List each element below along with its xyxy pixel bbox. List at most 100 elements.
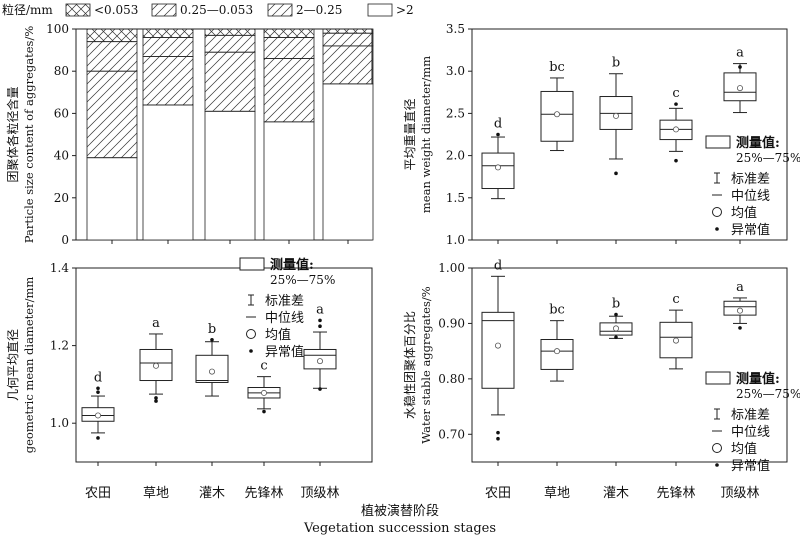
gmd-box-group: a: [303, 302, 337, 391]
wsa-plot-frame: [471, 267, 788, 463]
mwd-box-group: a: [723, 46, 757, 114]
legend-box-range: 25%—75%: [270, 273, 335, 287]
gmd-mean-marker: [260, 389, 267, 396]
wsa-mean-marker: [613, 325, 620, 332]
stack-legend: 粒径/mm <0.053 0.25—0.053 2—0.25 >2: [2, 2, 414, 17]
figure-x-label-cn: 植被演替阶段: [361, 503, 439, 519]
stack-legend-swatch: [267, 3, 293, 17]
stack-y-tick-label: 0: [61, 233, 69, 247]
gmd-outlier: [154, 399, 158, 403]
wsa-box: [481, 311, 515, 389]
wsa-significance-letter: bc: [549, 303, 565, 318]
stack-segment: [142, 56, 194, 106]
stack-legend-swatch: [65, 3, 91, 17]
legend-median-label: 中位线: [731, 425, 770, 440]
mwd-y-tick-label: 2.0: [446, 149, 465, 163]
gmd-outlier: [96, 390, 100, 394]
gmd-y-label-cn: 几何平均直径: [6, 329, 20, 401]
wsa-y-tick-label: 0.80: [438, 372, 465, 386]
wsa-mean-marker: [737, 307, 744, 314]
wsa-box-group: c: [659, 292, 693, 370]
gmd-significance-letter: b: [208, 322, 216, 337]
gmd-significance-letter: a: [152, 316, 160, 331]
legend-mean-label: 均值: [731, 205, 757, 221]
wsa-y-tick-label: 0.90: [438, 316, 465, 330]
gmd-y-tick-label: 1.2: [50, 339, 69, 353]
wsa-x-tick-label: 顶级林: [720, 486, 759, 501]
mwd-mean-marker: [494, 164, 501, 171]
mwd-y-tick-label: 2.5: [446, 106, 465, 120]
mwd-y-tick-label: 1.0: [446, 233, 465, 247]
legend-mean-label: 均值: [731, 441, 757, 457]
stack-segment: [86, 28, 138, 43]
gmd-box-group: a: [139, 316, 173, 403]
mwd-box-group: bc: [540, 60, 574, 152]
legend-outlier-swatch: [715, 463, 719, 467]
wsa-mean-marker: [673, 337, 680, 344]
mwd-box-group: d: [481, 117, 515, 200]
wsa-mean-marker: [494, 342, 501, 349]
legend-mean-label: 均值: [265, 327, 291, 343]
gmd-outlier: [318, 324, 322, 329]
legend-outlier-label: 异常值: [731, 222, 770, 238]
mwd-box-group: b: [599, 56, 633, 176]
gmd-outlier: [96, 436, 100, 440]
mwd-outlier: [738, 65, 742, 69]
gmd-significance-letter: a: [316, 302, 324, 317]
mwd-significance-letter: c: [672, 86, 679, 101]
wsa-y-tick-label: 0.70: [438, 427, 465, 441]
stack-segment: [204, 51, 256, 112]
mwd-y-label-en: mean weight diameter/mm: [419, 56, 433, 213]
gmd-mean-marker: [95, 412, 102, 419]
legend-sd-label: 标准差: [731, 408, 770, 423]
mwd-outlier: [614, 171, 618, 176]
gmd-box-group: b: [195, 322, 229, 397]
legend-box-swatch: [705, 371, 731, 385]
stack-legend-label: >2: [396, 3, 414, 17]
mwd-y-tick-label: 3.0: [446, 64, 465, 78]
figure-x-label: 植被演替阶段 Vegetation succession stages: [303, 503, 496, 536]
mwd-y-label-cn: 平均重量直径: [403, 98, 417, 170]
legend-median-label: 中位线: [265, 311, 304, 326]
wsa-y-label-en: Water stable aggregates/%: [419, 286, 433, 443]
figure-x-label-en: Vegetation succession stages: [303, 521, 496, 536]
mwd-mean-marker: [613, 112, 620, 119]
stack-segment: [263, 58, 315, 123]
gmd-significance-letter: d: [94, 370, 102, 385]
stack-segment: [142, 28, 194, 38]
mwd-box-group: c: [659, 86, 693, 163]
stack-segment: [263, 37, 315, 59]
stack-legend-swatch: [367, 3, 393, 17]
stack-segment: [204, 110, 256, 241]
stacked-bar-chart: 0 20 40 60 80 100 团聚体各粒径含量 Particle size conten…: [2, 2, 414, 247]
stack-segment: [204, 34, 256, 53]
stack-y-label-cn: 团聚体各粒径含量: [5, 86, 20, 182]
gmd-x-tick-label: 草地: [143, 486, 169, 501]
mwd-significance-letter: b: [612, 56, 620, 71]
gmd-outlier: [210, 337, 214, 342]
stack-segment: [263, 121, 315, 241]
mwd-outlier: [674, 158, 678, 163]
stack-y-tick-label: 80: [54, 64, 69, 78]
gmd-outlier: [96, 386, 100, 391]
gmd-box-chart: 1.0 1.2 1.4 几何平均直径 geometric mean diameter/m…: [6, 257, 373, 501]
stack-legend-label: 0.25—0.053: [180, 3, 253, 17]
gmd-box: [195, 354, 229, 383]
stack-segment: [86, 70, 138, 159]
legend-mean-swatch: [712, 207, 722, 217]
gmd-significance-letter: c: [260, 359, 267, 374]
mwd-plot-frame: [471, 28, 788, 241]
gmd-x-tick-label: 先锋林: [244, 486, 283, 501]
stack-segment: [263, 28, 315, 38]
wsa-box-group: a: [723, 280, 757, 330]
legend-box-range: 25%—75%: [736, 151, 800, 165]
wsa-box-chart: 0.70 0.80 0.90 1.00 水稳性团聚体百分比 Water stable ag…: [402, 258, 800, 501]
mwd-outlier: [674, 102, 678, 106]
stack-legend-label: <0.053: [94, 3, 138, 17]
mwd-significance-letter: d: [494, 117, 502, 132]
mwd-mean-marker: [737, 85, 744, 92]
